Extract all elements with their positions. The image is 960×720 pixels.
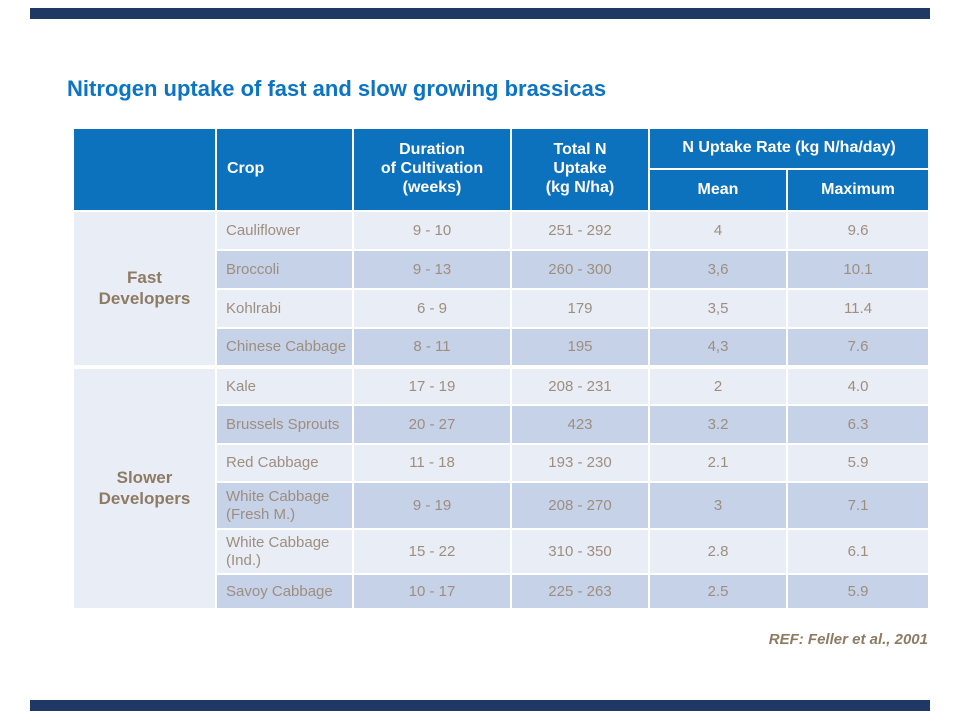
cell-max: 10.1	[785, 249, 931, 290]
group-label-fast-developers: Fast Developers	[72, 210, 217, 368]
cell-duration: 15 - 22	[352, 528, 512, 575]
cell-mean: 3	[648, 481, 788, 530]
group-label-slower-developers: Slower Developers	[72, 365, 217, 610]
header-group-blank	[72, 127, 217, 212]
table-row: Slower Developers Kale 17 - 19 208 - 231…	[72, 365, 931, 610]
table-row: Fast Developers Cauliflower 9 - 10 251 -…	[72, 210, 931, 368]
table-row: White Cabbage (Ind.) 15 - 22 310 - 350 2…	[73, 528, 931, 575]
table-row: Broccoli 9 - 13 260 - 300 3,6 10.1	[73, 249, 931, 290]
table-row: White Cabbage (Fresh M.) 9 - 19 208 - 27…	[73, 481, 931, 530]
cell-duration: 17 - 19	[352, 365, 512, 406]
cell-crop: Kohlrabi	[215, 288, 354, 329]
nitrogen-uptake-table: Crop Duration of Cultivation (weeks) Tot…	[72, 127, 931, 610]
cell-duration: 8 - 11	[352, 327, 512, 368]
header-n-uptake-rate: N Uptake Rate (kg N/ha/day)	[647, 127, 931, 170]
cell-duration: 9 - 19	[352, 481, 512, 530]
cell-total: 260 - 300	[510, 249, 650, 290]
page-title: Nitrogen uptake of fast and slow growing…	[67, 76, 607, 101]
header-mean: Mean	[648, 168, 788, 212]
header-duration: Duration of Cultivation (weeks)	[352, 127, 512, 212]
cell-total: 195	[510, 327, 650, 368]
cell-max: 11.4	[785, 288, 931, 329]
cell-max: 7.1	[785, 481, 931, 530]
cell-duration: 6 - 9	[352, 288, 512, 329]
bottom-accent-bar	[30, 700, 930, 711]
cell-total: 310 - 350	[510, 528, 650, 575]
header-crop: Crop	[215, 127, 354, 212]
cell-total: 225 - 263	[510, 573, 650, 610]
header-maximum: Maximum	[785, 168, 931, 212]
cell-crop: Red Cabbage	[215, 443, 354, 483]
cell-total: 193 - 230	[510, 443, 650, 483]
table-row: Chinese Cabbage 8 - 11 195 4,3 7.6	[73, 327, 931, 368]
cell-max: 5.9	[785, 573, 931, 610]
cell-max: 4.0	[785, 365, 931, 406]
cell-mean: 2.8	[648, 528, 788, 575]
cell-max: 5.9	[785, 443, 931, 483]
cell-crop: Kale	[215, 365, 354, 406]
cell-mean: 2.5	[648, 573, 788, 610]
cell-max: 7.6	[785, 327, 931, 368]
cell-total: 208 - 270	[510, 481, 650, 530]
cell-max: 6.3	[785, 404, 931, 445]
cell-total: 179	[510, 288, 650, 329]
cell-crop: Broccoli	[215, 249, 354, 290]
cell-mean: 2.1	[648, 443, 788, 483]
top-accent-bar	[30, 8, 930, 19]
cell-duration: 9 - 10	[352, 210, 512, 251]
cell-mean: 3,5	[648, 288, 788, 329]
cell-crop: Brussels Sprouts	[215, 404, 354, 445]
table-row: Savoy Cabbage 10 - 17 225 - 263 2.5 5.9	[73, 573, 931, 610]
cell-crop: Savoy Cabbage	[215, 573, 354, 610]
cell-mean: 3,6	[648, 249, 788, 290]
cell-duration: 9 - 13	[352, 249, 512, 290]
cell-mean: 4	[648, 210, 788, 251]
cell-mean: 4,3	[648, 327, 788, 368]
table-row: Kohlrabi 6 - 9 179 3,5 11.4	[73, 288, 931, 329]
cell-mean: 3.2	[648, 404, 788, 445]
cell-crop: Chinese Cabbage	[215, 327, 354, 368]
cell-crop: Cauliflower	[215, 210, 354, 251]
table-row: Brussels Sprouts 20 - 27 423 3.2 6.3	[73, 404, 931, 445]
cell-max: 6.1	[785, 528, 931, 575]
cell-duration: 10 - 17	[352, 573, 512, 610]
cell-total: 251 - 292	[510, 210, 650, 251]
reference-note: REF: Feller et al., 2001	[768, 631, 928, 648]
cell-mean: 2	[648, 365, 788, 406]
cell-total: 208 - 231	[510, 365, 650, 406]
cell-duration: 20 - 27	[352, 404, 512, 445]
table-row: Red Cabbage 11 - 18 193 - 230 2.1 5.9	[73, 443, 931, 483]
cell-total: 423	[510, 404, 650, 445]
cell-crop: White Cabbage (Ind.)	[215, 528, 354, 575]
cell-crop: White Cabbage (Fresh M.)	[215, 481, 354, 530]
cell-max: 9.6	[785, 210, 931, 251]
cell-duration: 11 - 18	[352, 443, 512, 483]
header-total-n-uptake: Total N Uptake (kg N/ha)	[510, 127, 650, 212]
